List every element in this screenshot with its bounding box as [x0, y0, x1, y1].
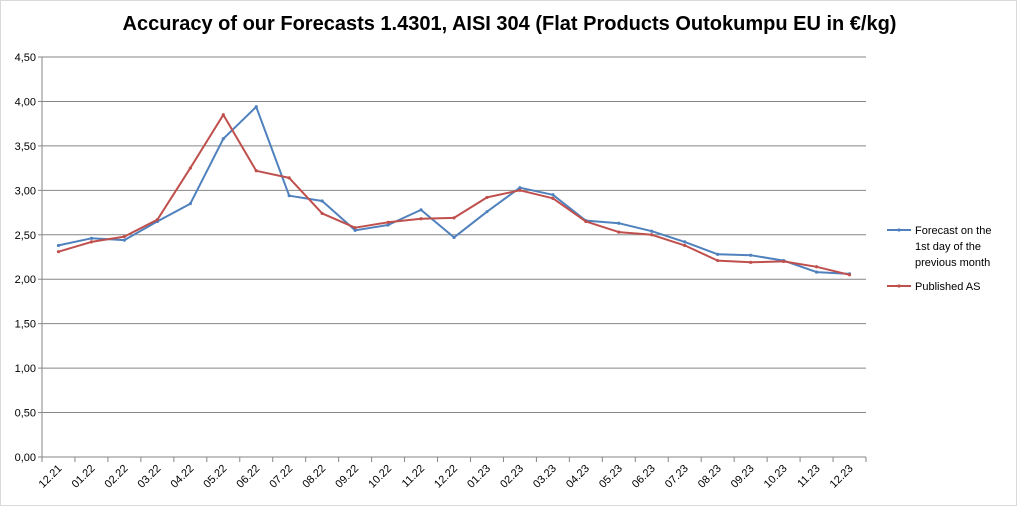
- x-tick-label: 09.23: [729, 463, 757, 491]
- x-tick-label: 06.22: [234, 463, 262, 491]
- x-tick-label: 12.22: [432, 463, 460, 491]
- x-tick-label: 02.22: [103, 463, 131, 491]
- data-point-1: [847, 273, 852, 277]
- data-point-0: [89, 236, 94, 240]
- data-point-0: [320, 199, 324, 203]
- data-point-0: [221, 137, 225, 141]
- x-tick-label: 08.23: [696, 463, 724, 491]
- chart-title: Accuracy of our Forecasts 1.4301, AISI 3…: [122, 13, 897, 35]
- x-tick-label: 11.23: [795, 463, 822, 490]
- y-tick-label: 4,00: [15, 96, 36, 108]
- legend-label-1: Published AS: [915, 281, 980, 293]
- data-point-0: [56, 243, 61, 248]
- data-point-0: [749, 253, 753, 257]
- data-point-1: [221, 113, 225, 117]
- data-point-0: [452, 235, 456, 240]
- x-tick-label: 06.23: [630, 463, 658, 491]
- data-point-1: [518, 188, 522, 192]
- x-tick-label: 12.23: [828, 463, 856, 491]
- legend-label-0: 1st day of the: [915, 241, 981, 253]
- x-tick-label: 04.22: [168, 463, 196, 491]
- y-tick-label: 4,50: [15, 52, 36, 64]
- data-point-0: [485, 210, 489, 214]
- x-tick-label: 01.22: [70, 463, 98, 491]
- legend-marker-0: [897, 228, 901, 232]
- x-tick-label: 09.22: [333, 463, 361, 491]
- x-tick-label: 07.22: [267, 463, 295, 491]
- data-point-0: [551, 193, 555, 197]
- data-point-1: [287, 176, 291, 180]
- data-point-1: [617, 230, 621, 234]
- data-point-1: [584, 219, 588, 224]
- data-point-1: [782, 259, 786, 264]
- x-tick-label: 10.22: [366, 463, 394, 491]
- data-point-0: [353, 228, 357, 232]
- legend-label-0: previous month: [915, 257, 990, 269]
- x-tick-label: 04.23: [564, 463, 592, 491]
- legend-label-0: Forecast on the: [915, 225, 991, 237]
- y-tick-label: 3,00: [15, 185, 36, 197]
- x-tick-label: 10.23: [762, 463, 790, 491]
- y-tick-label: 1,50: [15, 319, 36, 331]
- x-tick-label: 02.23: [498, 463, 526, 491]
- data-point-0: [518, 186, 522, 190]
- data-point-1: [683, 243, 687, 248]
- series-line-1: [58, 113, 850, 276]
- data-point-0: [814, 270, 819, 274]
- data-point-0: [617, 221, 621, 225]
- y-tick-label: 0,50: [15, 408, 36, 420]
- data-point-1: [814, 265, 819, 269]
- data-point-1: [155, 218, 159, 222]
- data-point-0: [188, 202, 192, 206]
- data-point-1: [749, 260, 753, 264]
- x-tick-label: 03.22: [136, 463, 164, 491]
- data-point-1: [650, 233, 654, 237]
- data-point-1: [452, 216, 456, 220]
- data-point-1: [122, 234, 126, 239]
- x-tick-label: 07.23: [663, 463, 691, 491]
- data-point-0: [122, 238, 126, 242]
- data-point-1: [353, 226, 357, 230]
- data-point-1: [254, 169, 258, 173]
- y-tick-label: 1,00: [15, 363, 36, 375]
- legend-marker-1: [897, 284, 901, 288]
- data-point-0: [287, 194, 291, 198]
- data-point-0: [716, 252, 720, 256]
- data-point-1: [89, 240, 94, 244]
- data-point-1: [386, 220, 390, 224]
- data-point-1: [320, 211, 324, 216]
- data-point-1: [419, 217, 423, 221]
- y-tick-label: 3,50: [15, 141, 36, 153]
- x-tick-label: 05.22: [201, 463, 229, 491]
- x-tick-label: 03.23: [531, 463, 559, 491]
- data-point-0: [419, 208, 423, 212]
- data-point-0: [683, 240, 687, 244]
- x-tick-label: 11.22: [400, 463, 427, 490]
- data-point-1: [716, 258, 720, 263]
- data-point-1: [188, 166, 192, 170]
- x-tick-label: 12.21: [37, 463, 65, 491]
- data-point-1: [56, 250, 61, 254]
- data-point-1: [551, 196, 555, 200]
- data-point-0: [650, 229, 654, 233]
- data-point-1: [485, 195, 489, 200]
- data-point-0: [386, 223, 390, 227]
- y-tick-label: 2,50: [15, 230, 36, 242]
- x-tick-label: 05.23: [597, 463, 625, 491]
- data-point-0: [254, 105, 258, 109]
- x-tick-label: 01.23: [465, 463, 493, 491]
- y-tick-label: 0,00: [15, 452, 36, 464]
- y-tick-label: 2,00: [15, 274, 36, 286]
- x-tick-label: 08.22: [300, 463, 328, 491]
